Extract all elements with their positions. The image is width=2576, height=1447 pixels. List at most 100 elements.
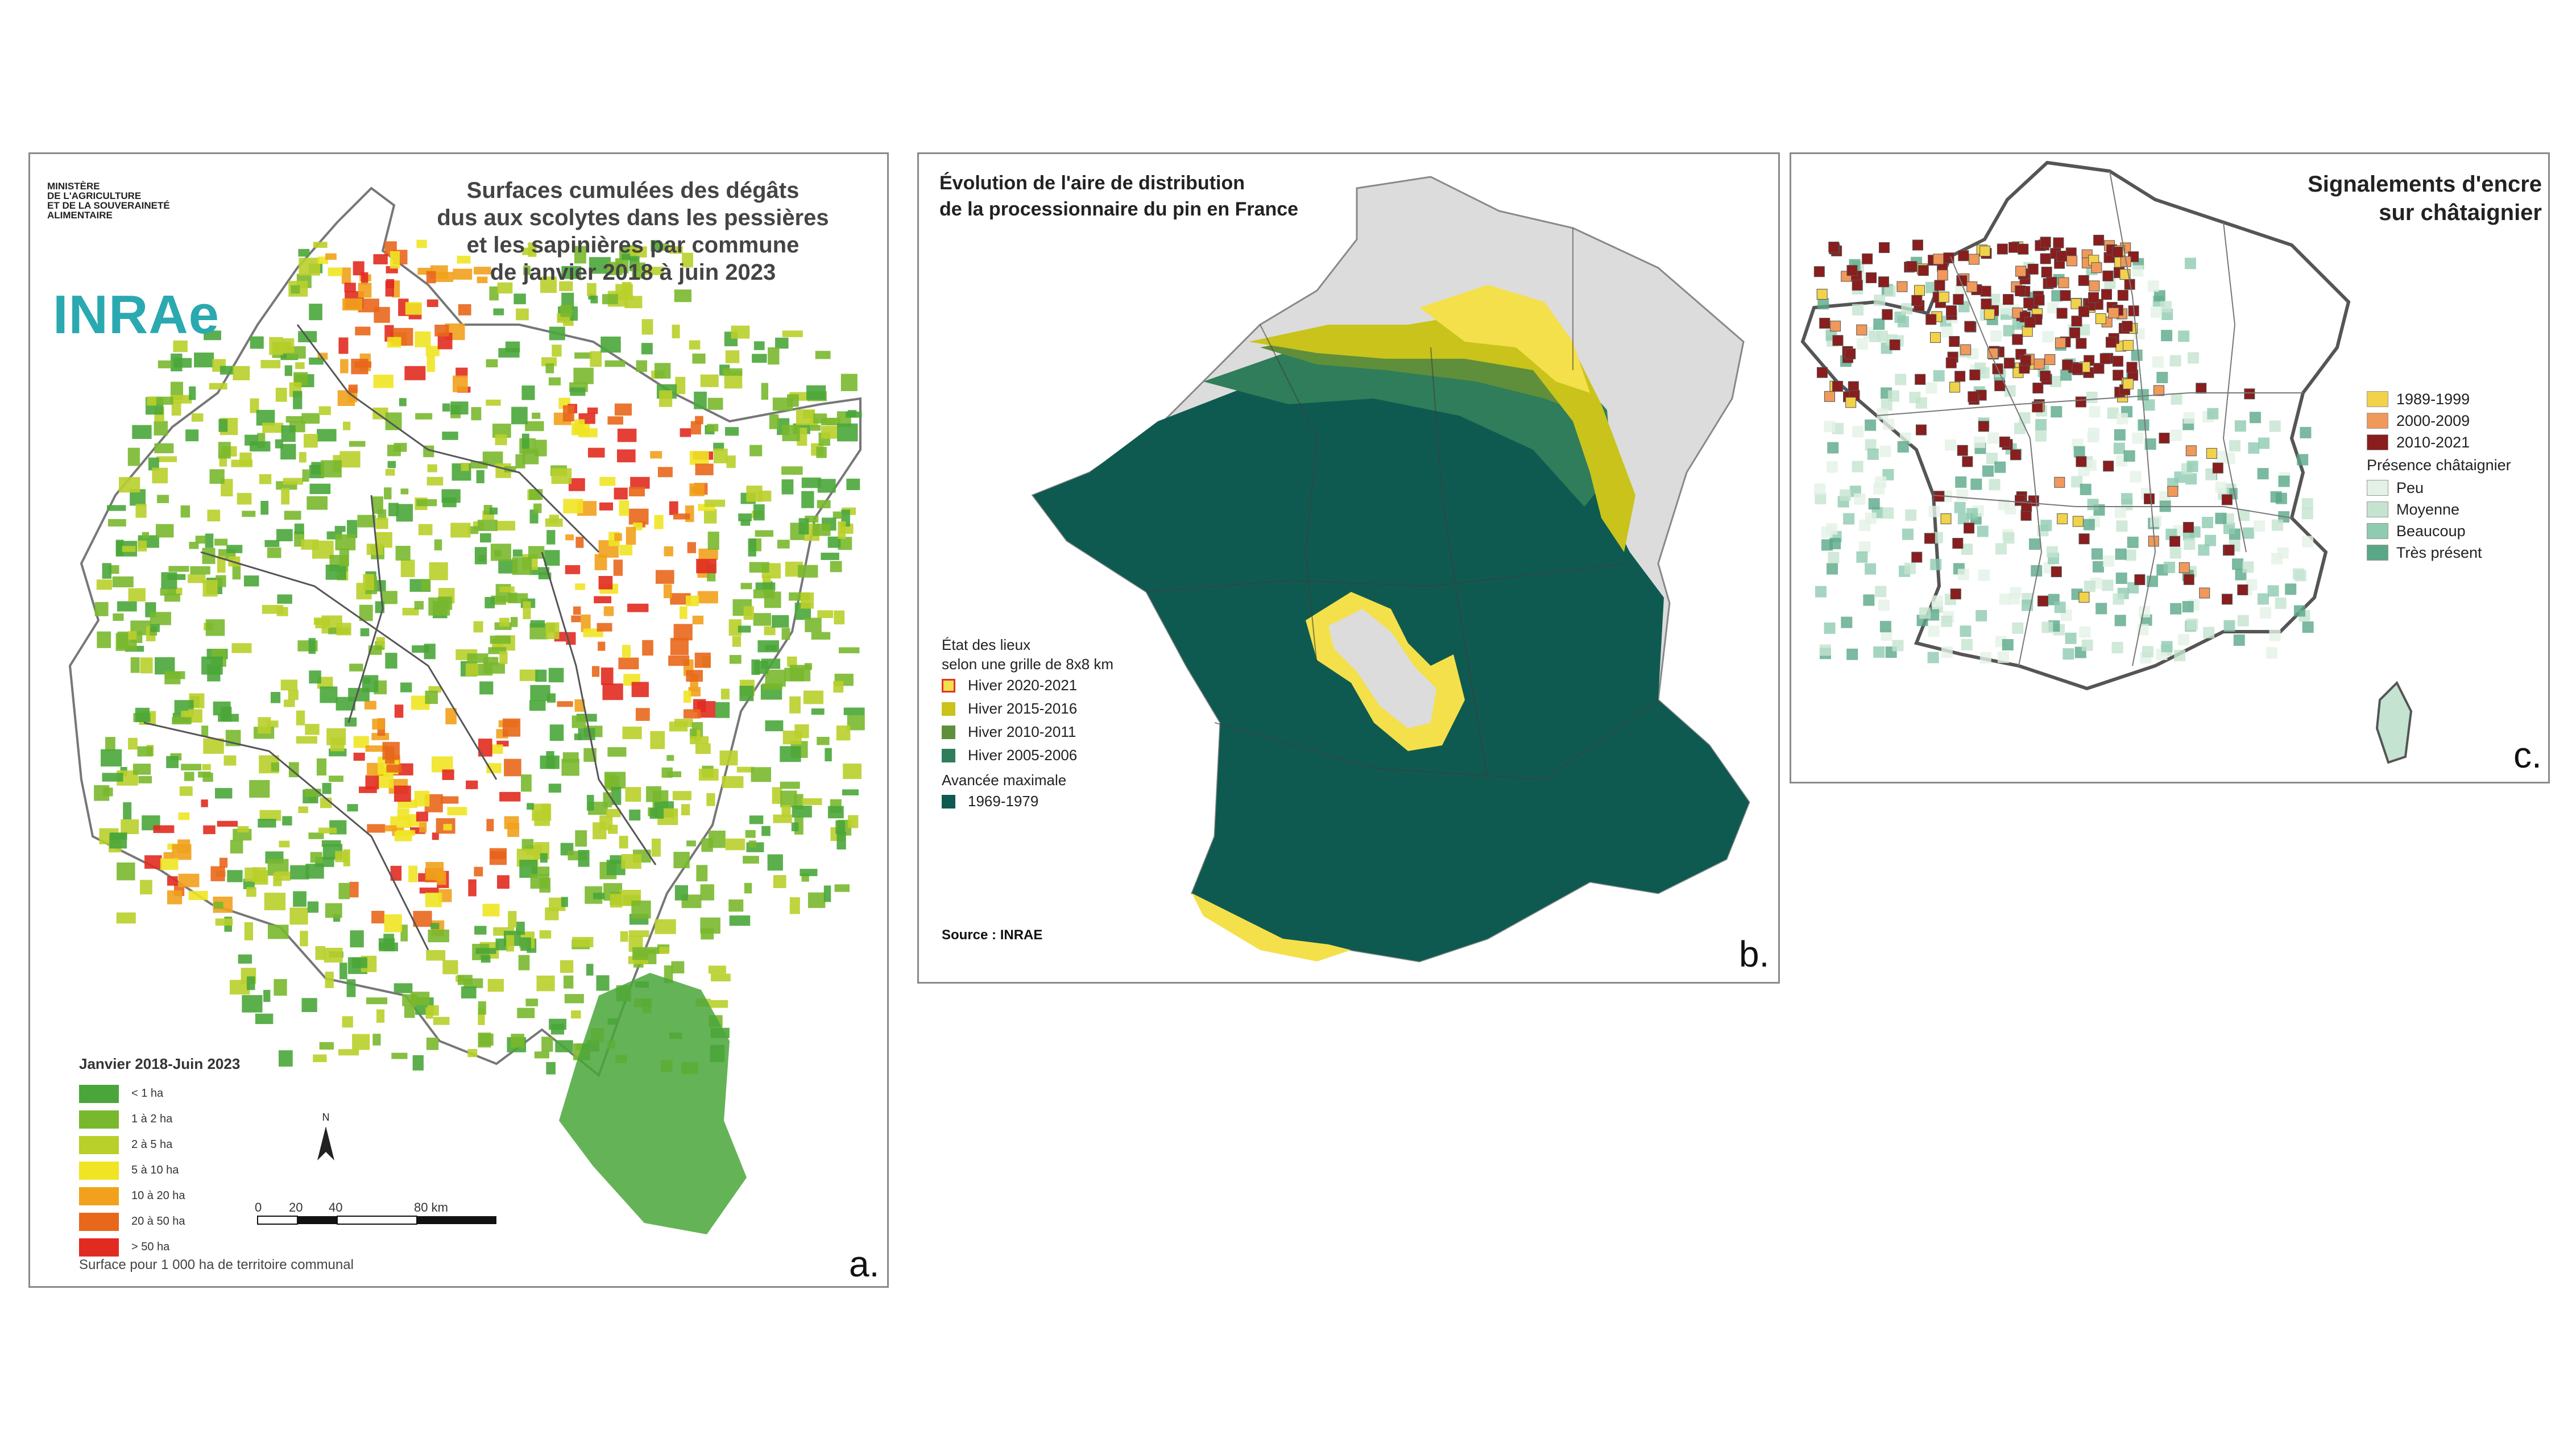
presence-cell (2205, 534, 2217, 546)
damage-patch (700, 374, 719, 387)
damage-patch (508, 592, 517, 603)
presence-cell (2238, 509, 2250, 521)
damage-patch (539, 877, 551, 893)
presence-cell (2215, 450, 2227, 462)
ink-report-cell (2078, 275, 2089, 286)
damage-patch (775, 337, 789, 349)
scale-label: 80 km (414, 1200, 448, 1214)
damage-patch (636, 360, 648, 372)
presence-cell (1931, 595, 1943, 607)
damage-patch (267, 924, 289, 939)
damage-patch (489, 286, 499, 301)
damage-patch (700, 884, 714, 901)
department-borders (143, 324, 657, 951)
damage-patch (687, 542, 696, 553)
presence-cell (1954, 501, 1966, 513)
damage-patch (603, 792, 612, 808)
presence-cell (1852, 461, 1863, 472)
damage-patch (298, 806, 308, 814)
damage-patch (447, 807, 467, 816)
damage-patch (801, 491, 814, 508)
damage-patch (672, 791, 691, 801)
ink-report-cell (1933, 254, 1944, 265)
presence-cell (2085, 459, 2097, 471)
presence-cell (1879, 445, 1891, 457)
damage-patch (366, 997, 388, 1005)
damage-patch (209, 383, 227, 390)
ink-report-cell (2060, 290, 2071, 301)
damage-patch (346, 520, 358, 538)
presence-cell (1961, 638, 1973, 650)
damage-patch (308, 832, 324, 839)
ink-report-cell (1845, 348, 1856, 359)
damage-patch (632, 262, 645, 279)
damage-patch (522, 449, 539, 465)
presence-cell (2078, 324, 2090, 336)
damage-patch (603, 606, 614, 616)
presence-cell (2088, 428, 2099, 440)
ink-report-cell (2167, 486, 2179, 497)
damage-patch (269, 337, 283, 355)
damage-patch (748, 840, 756, 848)
ink-report-cell (1964, 321, 1976, 332)
presence-cell (1859, 519, 1871, 531)
damage-patch (807, 892, 826, 908)
damage-patch (147, 396, 156, 406)
ink-report-cell (2046, 277, 2057, 288)
ink-report-cell (1832, 335, 1844, 346)
damage-patch (153, 825, 175, 834)
damage-patch (388, 503, 399, 516)
damage-patch (219, 857, 228, 868)
damage-patch (594, 554, 607, 570)
damage-patch (349, 441, 366, 447)
presence-cell (2169, 547, 2181, 559)
damage-patch (202, 764, 211, 770)
presence-cell (2003, 325, 2015, 337)
damage-patch (237, 826, 249, 833)
presence-cell (2121, 493, 2133, 505)
presence-cell (1927, 652, 1939, 664)
presence-cell (2051, 290, 2063, 302)
presence-cell (2302, 536, 2314, 548)
damage-patch (262, 422, 284, 433)
damage-patch (348, 384, 358, 393)
damage-patch (813, 413, 827, 424)
damage-patch (467, 1048, 478, 1058)
damage-patch (117, 601, 137, 612)
damage-patch (202, 773, 213, 782)
damage-patch (277, 594, 292, 604)
damage-patch (674, 289, 692, 302)
damage-patch (626, 526, 636, 545)
damage-patch (749, 562, 769, 573)
damage-patch (305, 724, 320, 735)
damage-patch (293, 391, 303, 409)
legend-swatch (942, 702, 955, 716)
damage-patch (619, 500, 629, 516)
presence-cell (1875, 586, 1887, 598)
presence-cell (1821, 539, 1833, 551)
damage-patch (376, 637, 385, 648)
damage-patch (534, 1051, 549, 1059)
ministry-logo-text: MINISTÈRE DE L'AGRICULTURE ET DE LA SOUV… (47, 181, 170, 221)
damage-patch (659, 390, 673, 407)
damage-patch (226, 545, 243, 553)
damage-patch (154, 443, 174, 454)
damage-patch (761, 658, 781, 669)
damage-patch (138, 776, 152, 783)
damage-patch (295, 362, 305, 370)
ink-report-cell (2244, 388, 2255, 400)
damage-patch (477, 276, 488, 284)
damage-patch (523, 601, 531, 619)
legend-item: 5 à 10 ha (79, 1158, 240, 1183)
presence-cell (2258, 437, 2270, 449)
ink-report-cell (2095, 313, 2106, 324)
damage-patch (833, 681, 844, 693)
damage-patch (689, 340, 701, 350)
legend-swatch (2367, 434, 2388, 450)
damage-patch (707, 532, 719, 550)
presence-cell (1827, 563, 1838, 575)
corsica (2375, 681, 2413, 764)
presence-cell (2087, 499, 2099, 511)
damage-patch (315, 619, 330, 629)
ink-report-cell (2075, 396, 2086, 408)
